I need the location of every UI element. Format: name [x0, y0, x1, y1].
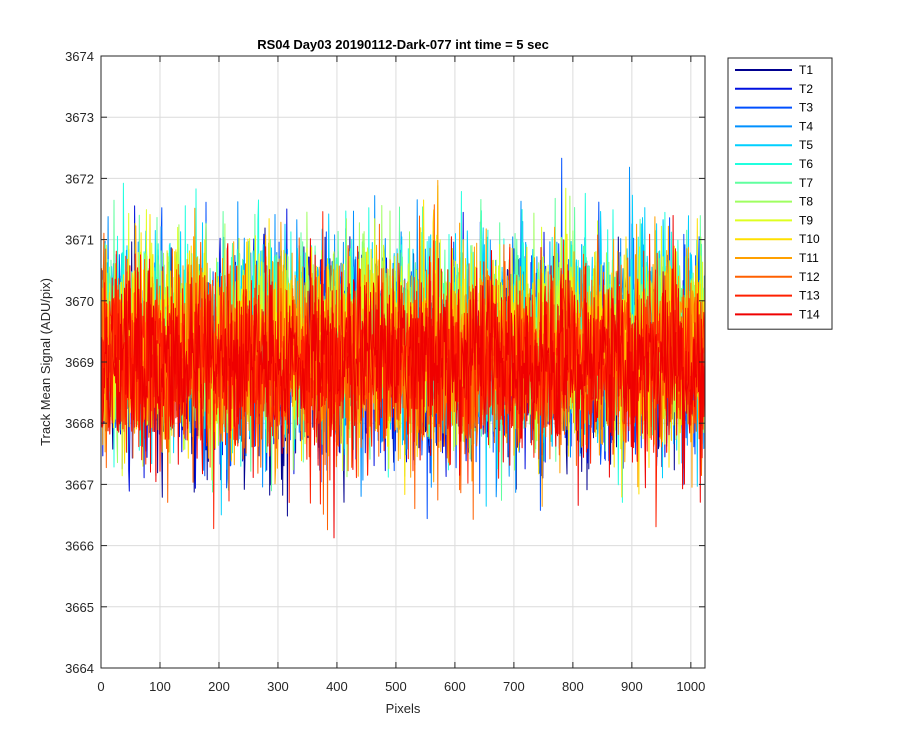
- y-tick-label: 3674: [65, 49, 94, 64]
- legend-label: T4: [799, 119, 813, 133]
- x-tick-label: 300: [267, 679, 289, 694]
- y-tick-label: 3664: [65, 661, 94, 676]
- x-tick-label: 200: [208, 679, 230, 694]
- legend-label: T3: [799, 101, 813, 115]
- x-tick-label: 600: [444, 679, 466, 694]
- axis-ticks: 0 100 200 300 400 500 600 700 800 900 1000 3664 3665…: [65, 49, 705, 694]
- x-tick-label: 800: [562, 679, 584, 694]
- x-tick-label: 400: [326, 679, 348, 694]
- legend-label: T10: [799, 232, 820, 246]
- y-tick-label: 3668: [65, 416, 94, 431]
- x-tick-label: 900: [621, 679, 643, 694]
- series-line-T13: [101, 211, 706, 530]
- y-axis-label: Track Mean Signal (ADU/pix): [38, 278, 53, 446]
- x-tick-label: 1000: [676, 679, 705, 694]
- x-axis-label: Pixels: [386, 701, 421, 716]
- x-tick-label: 500: [385, 679, 407, 694]
- legend-label: T8: [799, 195, 813, 209]
- legend-label: T7: [799, 176, 813, 190]
- x-tick-label: 100: [149, 679, 171, 694]
- x-tick-label: 700: [503, 679, 525, 694]
- y-tick-label: 3665: [65, 600, 94, 615]
- legend-label: T1: [799, 63, 813, 77]
- series-lines: [101, 157, 706, 539]
- y-tick-label: 3670: [65, 294, 94, 309]
- legend-label: T12: [799, 270, 820, 284]
- legend-label: T14: [799, 307, 820, 321]
- legend-label: T5: [799, 138, 813, 152]
- legend-label: T11: [799, 251, 819, 265]
- y-tick-label: 3671: [65, 233, 94, 248]
- series-line-T14: [101, 215, 706, 539]
- x-tick-label: 0: [97, 679, 104, 694]
- y-tick-label: 3672: [65, 171, 94, 186]
- legend-label: T9: [799, 213, 813, 227]
- legend-label: T6: [799, 157, 813, 171]
- legend: T1 T2 T3 T4 T5 T6 T7 T8 T9 T10 T11 T12 T13 T14: [727, 57, 833, 330]
- y-tick-label: 3667: [65, 477, 94, 492]
- legend-box: [727, 57, 833, 330]
- y-tick-label: 3666: [65, 539, 94, 554]
- y-tick-label: 3673: [65, 110, 94, 125]
- legend-label: T2: [799, 82, 813, 96]
- chart-title: RS04 Day03 20190112-Dark-077 int time = …: [257, 37, 549, 52]
- legend-label: T13: [799, 289, 820, 303]
- y-tick-label: 3669: [65, 355, 94, 370]
